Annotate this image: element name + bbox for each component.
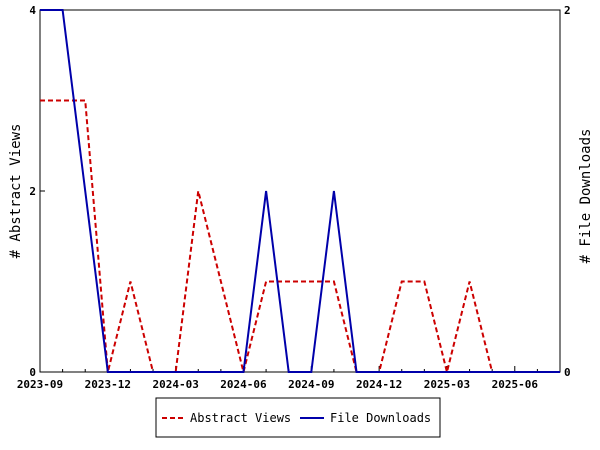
legend-box [155, 397, 441, 438]
right-y-axis: 02 [555, 4, 571, 379]
legend-label-abstract-views: Abstract Views [190, 411, 291, 425]
y2-axis-title: # File Downloads [578, 129, 594, 264]
x-tick-label: 2023-12 [85, 378, 131, 391]
x-tick-label: 2025-06 [492, 378, 539, 391]
y-tick-label: 4 [29, 4, 36, 17]
x-tick-label: 2024-03 [152, 378, 198, 391]
x-tick-label: 2023-09 [17, 378, 63, 391]
series-line-abstract-views [40, 99, 560, 373]
y-tick-label: 2 [29, 185, 36, 198]
left-y-axis: 0 2 4 [29, 4, 45, 379]
y2-tick-label: 0 [564, 366, 571, 379]
x-tick-label: 2025-03 [424, 378, 470, 391]
y2-tick-label: 2 [564, 4, 571, 17]
legend-label-file-downloads: File Downloads [330, 411, 431, 425]
y-tick-label: 0 [29, 366, 36, 379]
plot-frame [39, 9, 561, 373]
series-line-file-downloads [40, 9, 560, 373]
x-tick-label: 2024-09 [288, 378, 334, 391]
series-layer [40, 9, 560, 373]
legend: Abstract Views File Downloads [155, 397, 441, 438]
y-axis-title: # Abstract Views [8, 124, 24, 259]
x-tick-label: 2024-06 [220, 378, 267, 391]
x-axis: 2023-09 2023-12 2024-03 2024-06 2024-09 2024-… [17, 366, 561, 391]
x-tick-label: 2024-12 [356, 378, 402, 391]
